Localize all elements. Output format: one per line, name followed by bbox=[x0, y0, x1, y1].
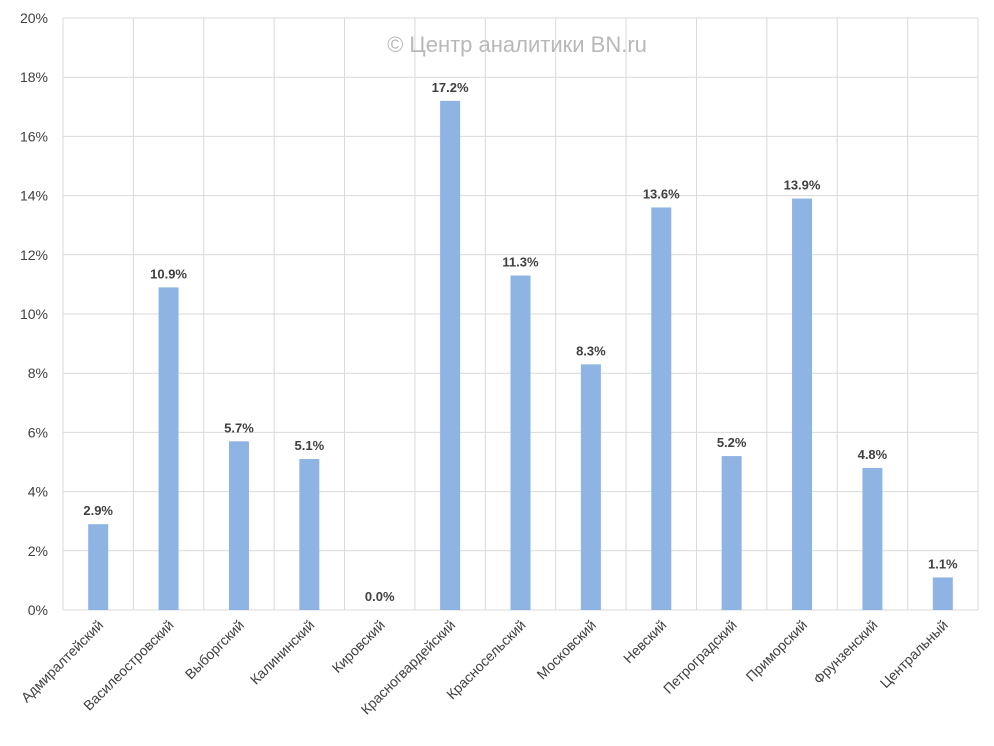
category-label: Невский bbox=[620, 617, 669, 666]
category-label: Выборгский bbox=[182, 617, 247, 682]
data-label: 5.2% bbox=[717, 435, 747, 450]
data-label: 17.2% bbox=[432, 80, 469, 95]
bar bbox=[580, 364, 601, 610]
category-label: Московский bbox=[533, 617, 599, 683]
data-labels: 2.9% 10.9% 5.7% 5.1% 0.0% 17.2% 11.3% 8.3% 13.6%… bbox=[83, 80, 958, 604]
data-label: 1.1% bbox=[928, 556, 958, 571]
bar bbox=[440, 100, 461, 610]
data-label: 13.6% bbox=[643, 186, 680, 201]
data-label: 13.9% bbox=[784, 178, 821, 193]
category-label: Калининский bbox=[247, 617, 318, 688]
gridlines bbox=[62, 17, 979, 611]
y-tick-label: 20% bbox=[20, 10, 48, 26]
category-label: Петроградский bbox=[660, 617, 740, 697]
bar bbox=[651, 207, 672, 610]
y-tick-label: 6% bbox=[28, 424, 48, 440]
y-tick-label: 8% bbox=[28, 365, 48, 381]
data-label: 10.9% bbox=[150, 266, 187, 281]
bars bbox=[88, 100, 953, 610]
watermark: © Центр аналитики BN.ru bbox=[387, 32, 647, 57]
y-tick-label: 16% bbox=[20, 128, 48, 144]
data-label: 4.8% bbox=[858, 447, 888, 462]
data-label: 5.7% bbox=[224, 420, 254, 435]
bar bbox=[932, 577, 953, 610]
bar bbox=[299, 459, 320, 610]
y-tick-label: 12% bbox=[20, 247, 48, 263]
data-label: 8.3% bbox=[576, 343, 606, 358]
category-label: Центральный bbox=[877, 617, 951, 691]
y-tick-label: 18% bbox=[20, 69, 48, 85]
y-axis-ticks: 0% 2% 4% 6% 8% 10% 12% 14% 16% 18% 20% bbox=[20, 10, 48, 618]
bar bbox=[510, 275, 531, 610]
data-label: 5.1% bbox=[295, 438, 325, 453]
bar bbox=[721, 456, 742, 610]
y-tick-label: 4% bbox=[28, 484, 48, 500]
bar bbox=[228, 441, 249, 610]
y-tick-label: 14% bbox=[20, 188, 48, 204]
data-label: 2.9% bbox=[83, 503, 113, 518]
y-tick-label: 0% bbox=[28, 602, 48, 618]
y-tick-label: 10% bbox=[20, 306, 48, 322]
category-label: Кировский bbox=[329, 617, 388, 676]
category-label: Фрунзенский bbox=[810, 617, 880, 687]
y-tick-label: 2% bbox=[28, 543, 48, 559]
bar bbox=[158, 287, 179, 610]
data-label: 11.3% bbox=[502, 255, 539, 270]
data-label: 0.0% bbox=[365, 589, 395, 604]
bar bbox=[792, 198, 813, 610]
bar bbox=[862, 467, 883, 610]
category-label: Приморский bbox=[743, 617, 811, 685]
bar bbox=[88, 524, 109, 610]
